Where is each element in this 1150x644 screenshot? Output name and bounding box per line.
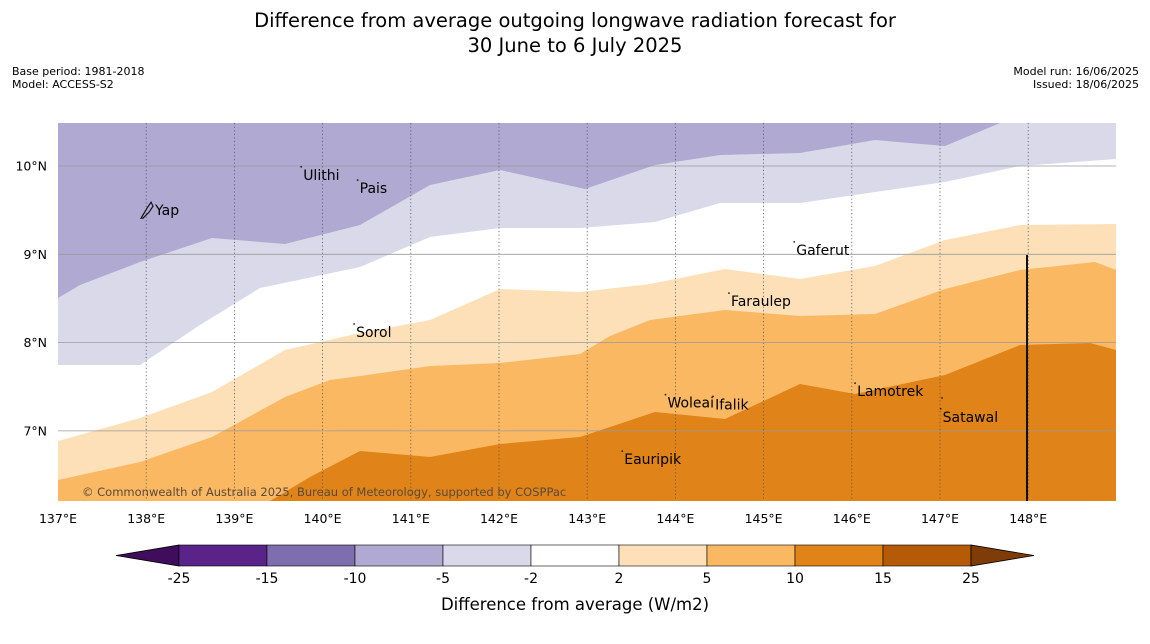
place-label: Ifalik: [715, 397, 749, 413]
colorbar-tick-label: -10: [344, 571, 367, 587]
island-outline-icon: [139, 200, 154, 219]
island-dot-icon: [300, 165, 303, 168]
island-dot-icon: [854, 382, 856, 385]
place-label: Woleai: [667, 396, 714, 412]
y-tick-label: 10°N: [15, 159, 47, 174]
x-tick-label: 147°E: [921, 511, 959, 526]
x-tick-label: 148°E: [1009, 511, 1047, 526]
colorbar-low-extension: [115, 544, 180, 567]
colorbar-segment: [618, 544, 708, 567]
x-tick-label: 140°E: [304, 511, 342, 526]
x-tick-label: 137°E: [39, 511, 77, 526]
band-10-15: [270, 343, 1116, 501]
colorbar-segment: [530, 544, 620, 567]
island-dot-icon: [793, 240, 796, 243]
colorbar-tick-label: -2: [524, 571, 538, 587]
island-dot-icon: [728, 292, 730, 294]
place-gaferut: Gaferut: [793, 240, 850, 259]
title-line-2: 30 June to 6 July 2025: [467, 34, 683, 57]
y-tick-label: 8°N: [23, 335, 47, 350]
colorbar-segment: [794, 544, 884, 567]
colorbar-tick-label: 5: [703, 571, 712, 587]
base-period: Base period: 1981-2018: [12, 65, 145, 78]
place-label: Lamotrek: [857, 384, 924, 400]
x-tick-label: 144°E: [656, 511, 694, 526]
y-tick-label: 9°N: [23, 247, 47, 262]
x-axis: 137°E 138°E 139°E 140°E 141°E 142°E 143°E 144°E…: [39, 511, 1047, 526]
y-axis: 10°N 9°N 8°N 7°N: [15, 159, 47, 439]
place-sorol: Sorol: [353, 323, 391, 341]
gridlines: [58, 123, 1116, 501]
colorbar-segment: [354, 544, 444, 567]
colorbar-tick-label: 25: [962, 571, 980, 587]
place-label: Satawal: [943, 410, 998, 426]
place-label: Yap: [154, 203, 179, 219]
issued-date: Issued: 18/06/2025: [1032, 78, 1139, 91]
colorbar-tick-label: -25: [168, 571, 191, 587]
title-line-1: Difference from average outgoing longwav…: [254, 9, 896, 32]
colorbar-tick-label: 2: [615, 571, 624, 587]
meta-right: Model run: 16/06/2025 Issued: 18/06/2025: [1013, 65, 1139, 91]
island-dot-icon: [939, 407, 942, 410]
colorbar: -25 -15 -10 -5 -2 2 5 10 15 25: [115, 544, 1035, 587]
colorbar-segment: [442, 544, 532, 567]
islet-dot-icon: [941, 397, 943, 399]
place-label: Eauripik: [624, 452, 682, 468]
model-name: Model: ACCESS-S2: [12, 78, 114, 91]
x-tick-label: 141°E: [392, 511, 430, 526]
place-labels: Yap Ulithi Pais Gaferut Faraulep Sorol Woleai I…: [139, 165, 998, 468]
island-dot-icon: [664, 393, 667, 396]
island-dot-icon: [621, 450, 624, 453]
x-tick-label: 145°E: [745, 511, 783, 526]
colorbar-tick-label: 15: [874, 571, 892, 587]
place-pais: Pais: [356, 179, 388, 197]
colorbar-segment: [266, 544, 356, 567]
place-woleai: Woleai: [664, 393, 714, 412]
place-lamotrek: Lamotrek: [854, 382, 924, 400]
place-satawal: Satawal: [939, 407, 998, 426]
place-label: Ulithi: [303, 168, 339, 184]
copyright-notice: © Commonwealth of Australia 2025, Bureau…: [82, 485, 566, 499]
place-ifalik: Ifalik: [712, 395, 750, 413]
colorbar-segment: [178, 544, 268, 567]
colorbar-tick-label: -15: [256, 571, 279, 587]
island-dot-icon: [356, 179, 359, 181]
x-tick-label: 143°E: [568, 511, 606, 526]
island-dot-icon: [353, 323, 356, 325]
colorbar-segment: [882, 544, 972, 567]
map-panel: © Commonwealth of Australia 2025, Bureau…: [58, 123, 1116, 501]
colorbar-high-extension: [970, 544, 1035, 567]
place-yap: Yap: [139, 200, 179, 219]
place-eauripik: Eauripik: [621, 450, 682, 468]
model-run: Model run: 16/06/2025: [1013, 65, 1139, 78]
place-label: Gaferut: [796, 243, 850, 259]
place-faraulep: Faraulep: [728, 292, 791, 310]
x-tick-label: 138°E: [127, 511, 165, 526]
meta-left: Base period: 1981-2018 Model: ACCESS-S2: [12, 65, 144, 91]
place-ulithi: Ulithi: [300, 165, 339, 184]
place-label: Faraulep: [731, 294, 791, 310]
colorbar-tick-label: -5: [436, 571, 450, 587]
colorbar-segment: [706, 544, 796, 567]
map-title: Difference from average outgoing longwav…: [0, 8, 1150, 58]
island-dot-icon: [712, 395, 714, 398]
x-tick-label: 142°E: [480, 511, 518, 526]
place-label: Pais: [360, 181, 388, 197]
x-tick-label: 146°E: [833, 511, 871, 526]
colorbar-label: Difference from average (W/m2): [441, 595, 709, 614]
colorbar-tick-label: 10: [786, 571, 804, 587]
x-tick-label: 139°E: [215, 511, 253, 526]
y-tick-label: 7°N: [23, 423, 47, 438]
place-label: Sorol: [356, 325, 391, 341]
